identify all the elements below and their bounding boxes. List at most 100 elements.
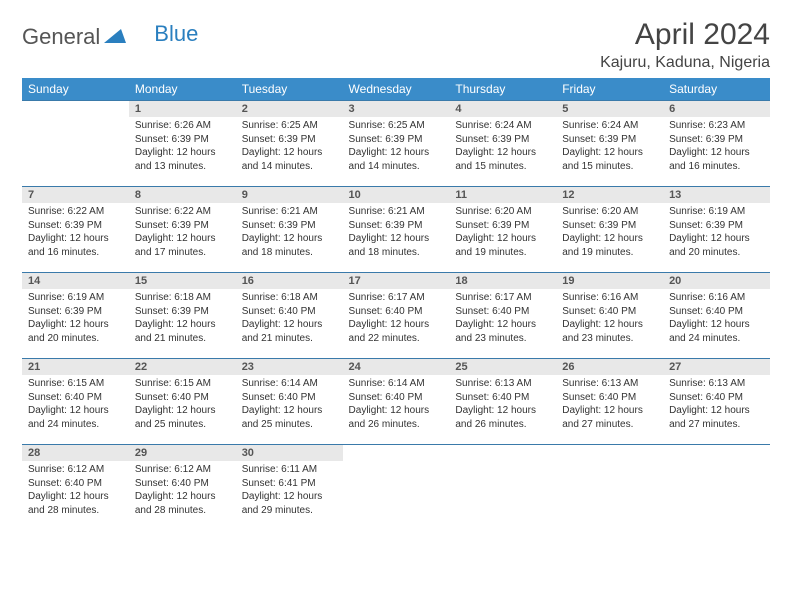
calendar-cell: 29Sunrise: 6:12 AMSunset: 6:40 PMDayligh… [129, 444, 236, 530]
calendar-cell: 7Sunrise: 6:22 AMSunset: 6:39 PMDaylight… [22, 186, 129, 272]
day-details: Sunrise: 6:17 AMSunset: 6:40 PMDaylight:… [343, 289, 450, 349]
day-details: Sunrise: 6:19 AMSunset: 6:39 PMDaylight:… [663, 203, 770, 263]
day-details: Sunrise: 6:13 AMSunset: 6:40 PMDaylight:… [663, 375, 770, 435]
day-number: 8 [129, 186, 236, 203]
location-text: Kajuru, Kaduna, Nigeria [600, 54, 770, 72]
day-details: Sunrise: 6:20 AMSunset: 6:39 PMDaylight:… [556, 203, 663, 263]
day-details: Sunrise: 6:15 AMSunset: 6:40 PMDaylight:… [129, 375, 236, 435]
calendar-cell [22, 100, 129, 186]
day-details: Sunrise: 6:11 AMSunset: 6:41 PMDaylight:… [236, 461, 343, 521]
day-details: Sunrise: 6:12 AMSunset: 6:40 PMDaylight:… [129, 461, 236, 521]
day-number: 2 [236, 100, 343, 117]
calendar-cell: 5Sunrise: 6:24 AMSunset: 6:39 PMDaylight… [556, 100, 663, 186]
calendar-cell: 8Sunrise: 6:22 AMSunset: 6:39 PMDaylight… [129, 186, 236, 272]
day-number: 18 [449, 272, 556, 289]
calendar-cell: 20Sunrise: 6:16 AMSunset: 6:40 PMDayligh… [663, 272, 770, 358]
brand-triangle-icon [104, 27, 126, 48]
day-number: 10 [343, 186, 450, 203]
calendar-cell: 2Sunrise: 6:25 AMSunset: 6:39 PMDaylight… [236, 100, 343, 186]
calendar-cell [449, 444, 556, 530]
day-details: Sunrise: 6:17 AMSunset: 6:40 PMDaylight:… [449, 289, 556, 349]
day-details: Sunrise: 6:15 AMSunset: 6:40 PMDaylight:… [22, 375, 129, 435]
day-details: Sunrise: 6:14 AMSunset: 6:40 PMDaylight:… [343, 375, 450, 435]
page-header: General Blue April 2024 Kajuru, Kaduna, … [22, 18, 770, 72]
day-number: 14 [22, 272, 129, 289]
day-number: 3 [343, 100, 450, 117]
day-number: 20 [663, 272, 770, 289]
calendar-cell: 23Sunrise: 6:14 AMSunset: 6:40 PMDayligh… [236, 358, 343, 444]
day-details: Sunrise: 6:19 AMSunset: 6:39 PMDaylight:… [22, 289, 129, 349]
day-header: Tuesday [236, 78, 343, 100]
day-header: Sunday [22, 78, 129, 100]
day-details: Sunrise: 6:22 AMSunset: 6:39 PMDaylight:… [22, 203, 129, 263]
day-number: 15 [129, 272, 236, 289]
day-details: Sunrise: 6:24 AMSunset: 6:39 PMDaylight:… [556, 117, 663, 177]
calendar-cell: 24Sunrise: 6:14 AMSunset: 6:40 PMDayligh… [343, 358, 450, 444]
day-details: Sunrise: 6:13 AMSunset: 6:40 PMDaylight:… [556, 375, 663, 435]
calendar-cell: 28Sunrise: 6:12 AMSunset: 6:40 PMDayligh… [22, 444, 129, 530]
day-details: Sunrise: 6:21 AMSunset: 6:39 PMDaylight:… [343, 203, 450, 263]
day-number: 4 [449, 100, 556, 117]
calendar-cell: 30Sunrise: 6:11 AMSunset: 6:41 PMDayligh… [236, 444, 343, 530]
calendar-cell: 11Sunrise: 6:20 AMSunset: 6:39 PMDayligh… [449, 186, 556, 272]
day-number: 29 [129, 444, 236, 461]
day-header: Wednesday [343, 78, 450, 100]
calendar-cell: 16Sunrise: 6:18 AMSunset: 6:40 PMDayligh… [236, 272, 343, 358]
day-number: 17 [343, 272, 450, 289]
day-details: Sunrise: 6:14 AMSunset: 6:40 PMDaylight:… [236, 375, 343, 435]
day-number: 27 [663, 358, 770, 375]
calendar-cell: 14Sunrise: 6:19 AMSunset: 6:39 PMDayligh… [22, 272, 129, 358]
day-number: 24 [343, 358, 450, 375]
month-title: April 2024 [600, 18, 770, 52]
day-number: 30 [236, 444, 343, 461]
calendar-cell: 3Sunrise: 6:25 AMSunset: 6:39 PMDaylight… [343, 100, 450, 186]
day-details: Sunrise: 6:16 AMSunset: 6:40 PMDaylight:… [556, 289, 663, 349]
calendar-cell [663, 444, 770, 530]
day-details: Sunrise: 6:23 AMSunset: 6:39 PMDaylight:… [663, 117, 770, 177]
day-number: 22 [129, 358, 236, 375]
day-number: 28 [22, 444, 129, 461]
calendar-cell: 22Sunrise: 6:15 AMSunset: 6:40 PMDayligh… [129, 358, 236, 444]
calendar-cell: 19Sunrise: 6:16 AMSunset: 6:40 PMDayligh… [556, 272, 663, 358]
calendar-cell: 4Sunrise: 6:24 AMSunset: 6:39 PMDaylight… [449, 100, 556, 186]
day-header: Saturday [663, 78, 770, 100]
day-number: 11 [449, 186, 556, 203]
day-details: Sunrise: 6:13 AMSunset: 6:40 PMDaylight:… [449, 375, 556, 435]
calendar-cell: 17Sunrise: 6:17 AMSunset: 6:40 PMDayligh… [343, 272, 450, 358]
day-details: Sunrise: 6:16 AMSunset: 6:40 PMDaylight:… [663, 289, 770, 349]
calendar-cell [556, 444, 663, 530]
calendar-cell: 27Sunrise: 6:13 AMSunset: 6:40 PMDayligh… [663, 358, 770, 444]
brand-part1: General [22, 24, 100, 50]
day-details: Sunrise: 6:26 AMSunset: 6:39 PMDaylight:… [129, 117, 236, 177]
title-block: April 2024 Kajuru, Kaduna, Nigeria [600, 18, 770, 72]
calendar-cell: 25Sunrise: 6:13 AMSunset: 6:40 PMDayligh… [449, 358, 556, 444]
brand-logo: General Blue [22, 18, 198, 50]
day-header: Monday [129, 78, 236, 100]
day-details: Sunrise: 6:25 AMSunset: 6:39 PMDaylight:… [343, 117, 450, 177]
day-number: 9 [236, 186, 343, 203]
day-details: Sunrise: 6:12 AMSunset: 6:40 PMDaylight:… [22, 461, 129, 521]
day-number: 16 [236, 272, 343, 289]
day-number: 7 [22, 186, 129, 203]
calendar-cell: 18Sunrise: 6:17 AMSunset: 6:40 PMDayligh… [449, 272, 556, 358]
calendar-cell: 12Sunrise: 6:20 AMSunset: 6:39 PMDayligh… [556, 186, 663, 272]
day-details: Sunrise: 6:18 AMSunset: 6:39 PMDaylight:… [129, 289, 236, 349]
day-details: Sunrise: 6:20 AMSunset: 6:39 PMDaylight:… [449, 203, 556, 263]
day-details: Sunrise: 6:18 AMSunset: 6:40 PMDaylight:… [236, 289, 343, 349]
day-number: 23 [236, 358, 343, 375]
calendar-head: SundayMondayTuesdayWednesdayThursdayFrid… [22, 78, 770, 100]
brand-part2: Blue [154, 21, 198, 47]
day-number: 26 [556, 358, 663, 375]
calendar-cell: 26Sunrise: 6:13 AMSunset: 6:40 PMDayligh… [556, 358, 663, 444]
calendar-body: 1Sunrise: 6:26 AMSunset: 6:39 PMDaylight… [22, 100, 770, 530]
calendar-cell: 6Sunrise: 6:23 AMSunset: 6:39 PMDaylight… [663, 100, 770, 186]
calendar-cell: 13Sunrise: 6:19 AMSunset: 6:39 PMDayligh… [663, 186, 770, 272]
day-number: 5 [556, 100, 663, 117]
day-number: 13 [663, 186, 770, 203]
calendar-cell: 9Sunrise: 6:21 AMSunset: 6:39 PMDaylight… [236, 186, 343, 272]
day-details: Sunrise: 6:24 AMSunset: 6:39 PMDaylight:… [449, 117, 556, 177]
calendar-cell: 15Sunrise: 6:18 AMSunset: 6:39 PMDayligh… [129, 272, 236, 358]
calendar-table: SundayMondayTuesdayWednesdayThursdayFrid… [22, 78, 770, 530]
calendar-cell: 1Sunrise: 6:26 AMSunset: 6:39 PMDaylight… [129, 100, 236, 186]
day-details: Sunrise: 6:21 AMSunset: 6:39 PMDaylight:… [236, 203, 343, 263]
